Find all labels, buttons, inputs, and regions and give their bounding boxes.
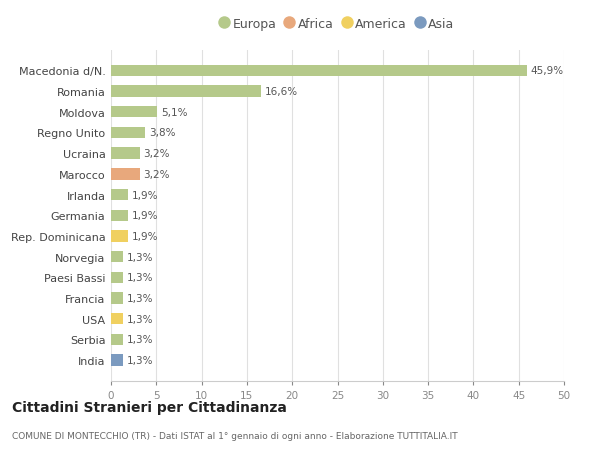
- Text: 45,9%: 45,9%: [530, 66, 563, 76]
- Text: 5,1%: 5,1%: [161, 107, 187, 118]
- Text: 1,3%: 1,3%: [127, 335, 153, 345]
- Text: 1,9%: 1,9%: [132, 211, 158, 221]
- Text: 1,3%: 1,3%: [127, 293, 153, 303]
- Legend: Europa, Africa, America, Asia: Europa, Africa, America, Asia: [221, 18, 454, 31]
- Text: 1,3%: 1,3%: [127, 273, 153, 283]
- Text: 3,8%: 3,8%: [149, 128, 176, 138]
- Bar: [111, 128, 145, 139]
- Text: 1,3%: 1,3%: [127, 355, 153, 365]
- Bar: [111, 334, 123, 345]
- Text: 1,3%: 1,3%: [127, 252, 153, 262]
- Bar: [111, 148, 140, 159]
- Bar: [111, 66, 527, 77]
- Text: 3,2%: 3,2%: [143, 149, 170, 159]
- Text: 1,3%: 1,3%: [127, 314, 153, 324]
- Text: COMUNE DI MONTECCHIO (TR) - Dati ISTAT al 1° gennaio di ogni anno - Elaborazione: COMUNE DI MONTECCHIO (TR) - Dati ISTAT a…: [12, 431, 458, 440]
- Text: Cittadini Stranieri per Cittadinanza: Cittadini Stranieri per Cittadinanza: [12, 400, 287, 414]
- Bar: [111, 190, 128, 201]
- Bar: [111, 272, 123, 283]
- Bar: [111, 86, 262, 97]
- Bar: [111, 107, 157, 118]
- Bar: [111, 252, 123, 263]
- Bar: [111, 210, 128, 221]
- Bar: [111, 169, 140, 180]
- Bar: [111, 231, 128, 242]
- Text: 3,2%: 3,2%: [143, 169, 170, 179]
- Text: 16,6%: 16,6%: [265, 87, 298, 97]
- Text: 1,9%: 1,9%: [132, 231, 158, 241]
- Bar: [111, 355, 123, 366]
- Bar: [111, 293, 123, 304]
- Bar: [111, 313, 123, 325]
- Text: 1,9%: 1,9%: [132, 190, 158, 200]
